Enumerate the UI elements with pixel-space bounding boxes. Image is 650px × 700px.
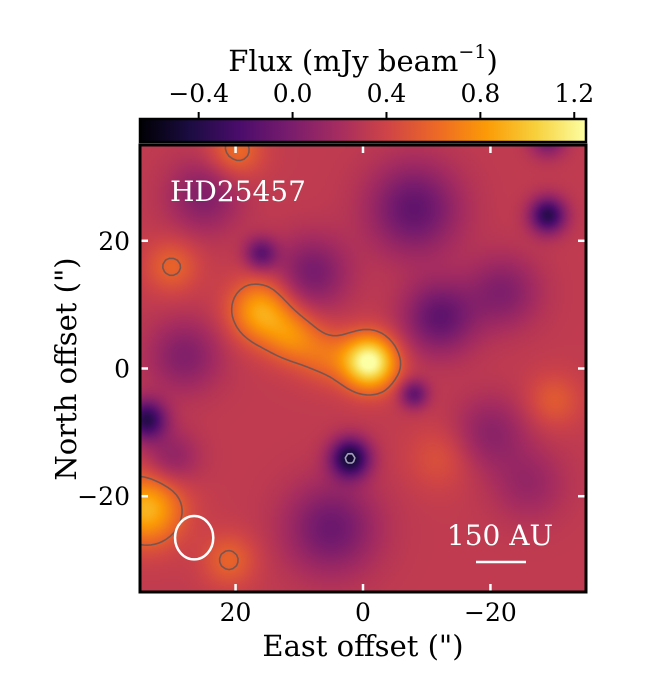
y-tick-label: 20	[98, 227, 130, 256]
colorbar-ticks: −0.4 0.0 0.4 0.8 1.2	[168, 79, 594, 119]
colorbar-tick-label: 0.4	[367, 79, 407, 108]
y-axis-title: North offset (")	[49, 257, 83, 480]
colorbar-tick-label: 0.8	[460, 79, 500, 108]
colorbar-tick-label: 0.0	[273, 79, 313, 108]
plot-frame	[138, 143, 588, 594]
colorbar-title-exponent: −1	[458, 41, 486, 63]
x-tick-label: 20	[220, 598, 252, 627]
beam-ellipse	[173, 514, 215, 561]
colorbar-tick-label: 1.2	[554, 79, 594, 108]
contour-negative	[344, 452, 356, 464]
y-tick-label: 0	[114, 355, 130, 384]
flux-map-layer	[140, 145, 586, 592]
contour-layer	[140, 145, 402, 571]
colorbar-tick-label: −0.4	[168, 79, 229, 108]
x-tick-label: −20	[464, 598, 517, 627]
x-tick-label: 0	[355, 598, 371, 627]
y-tick-label: −20	[77, 482, 130, 511]
colorbar-title: Flux (mJy beam−1)	[228, 41, 498, 78]
target-label: HD25457	[170, 175, 306, 208]
colorbar-title-close: )	[486, 44, 497, 78]
colorbar-title-main: Flux (mJy beam	[228, 44, 458, 78]
x-axis-title: East offset (")	[262, 629, 463, 663]
scalebar-label: 150 AU	[447, 519, 553, 552]
contour-positive	[140, 145, 402, 571]
colorbar	[138, 117, 588, 144]
flux-map	[140, 145, 586, 592]
